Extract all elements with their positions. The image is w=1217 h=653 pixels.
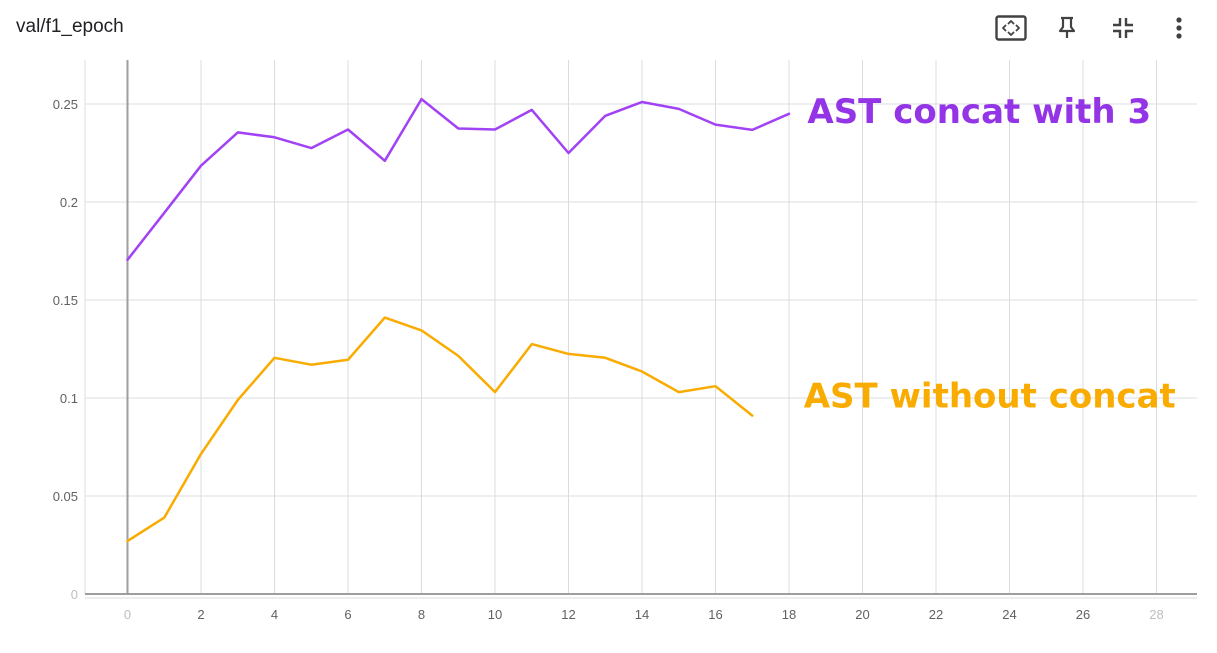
series-annotation-1: AST concat with 3: [807, 92, 1151, 132]
x-tick-label: 18: [782, 607, 796, 622]
more-vert-icon: [1176, 17, 1182, 39]
x-tick-label: 6: [344, 607, 351, 622]
y-tick-label: 0: [71, 587, 78, 602]
x-tick-label: 10: [488, 607, 502, 622]
card-title: val/f1_epoch: [16, 16, 124, 37]
collapse-icon: [1113, 18, 1133, 38]
y-tick-label: 0.1: [60, 391, 78, 406]
fit-screen-icon: [995, 15, 1027, 41]
collapse-button[interactable]: [1099, 10, 1147, 46]
fit-domain-button[interactable]: [987, 10, 1035, 46]
y-tick-label: 0.15: [53, 293, 78, 308]
y-tick-label: 0.25: [53, 97, 78, 112]
x-tick-label: 0: [124, 607, 131, 622]
more-options-button[interactable]: [1155, 10, 1203, 46]
x-tick-label: 24: [1002, 607, 1016, 622]
y-tick-label: 0.05: [53, 489, 78, 504]
series-annotation-2: AST without concat: [804, 376, 1176, 416]
x-tick-label: 4: [271, 607, 278, 622]
x-tick-label: 8: [418, 607, 425, 622]
card-toolbar: [987, 10, 1203, 46]
x-tick-label: 20: [855, 607, 869, 622]
pin-icon: [1058, 16, 1076, 38]
x-tick-label: 28: [1149, 607, 1163, 622]
y-tick-label: 0.2: [60, 195, 78, 210]
series-line-1: [126, 97, 791, 262]
x-tick-label: 22: [929, 607, 943, 622]
pin-button[interactable]: [1043, 10, 1091, 46]
card-header: val/f1_epoch: [0, 0, 1217, 56]
x-tick-label: 14: [635, 607, 649, 622]
x-tick-label: 16: [708, 607, 722, 622]
x-tick-label: 2: [197, 607, 204, 622]
x-tick-label: 26: [1076, 607, 1090, 622]
series-line-2: [126, 316, 754, 543]
x-tick-label: 12: [561, 607, 575, 622]
